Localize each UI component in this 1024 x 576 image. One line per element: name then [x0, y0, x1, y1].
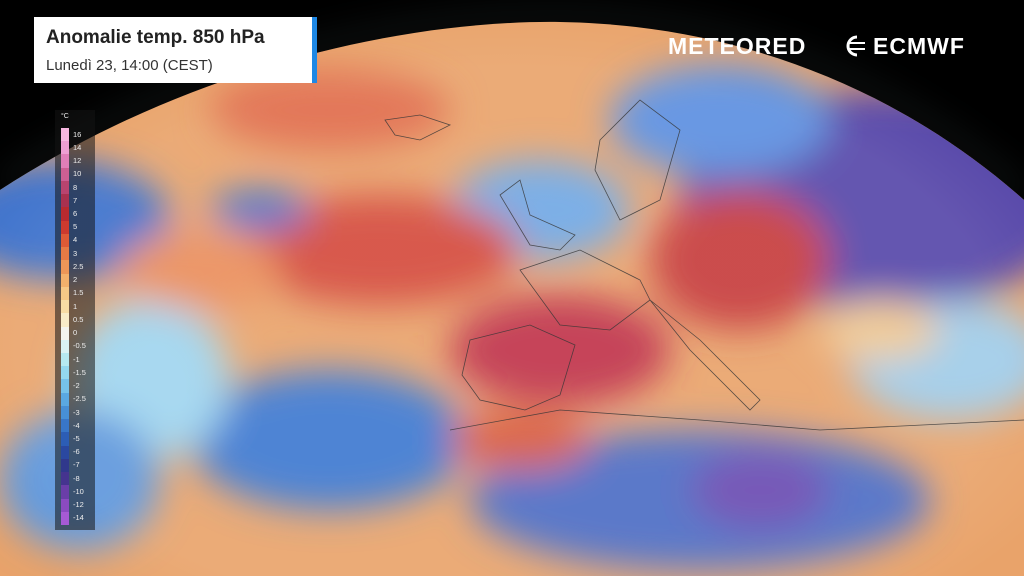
- subtitle: Lunedì 23, 14:00 (CEST): [46, 57, 213, 74]
- legend-label: 14: [73, 142, 82, 152]
- legend-swatch: [61, 260, 69, 275]
- legend-label: -14: [73, 513, 84, 523]
- legend-swatch: [61, 313, 69, 327]
- legend-swatch: [61, 273, 69, 288]
- legend-label: -1.5: [73, 367, 86, 377]
- legend-label: 1: [73, 301, 78, 311]
- legend-label: 2.5: [73, 261, 84, 271]
- legend-swatch: [61, 167, 69, 182]
- legend-swatch: [61, 485, 69, 500]
- legend-swatch: [61, 432, 69, 447]
- legend-swatch: [61, 154, 69, 169]
- legend-swatch: [61, 207, 69, 222]
- legend-swatch: [61, 220, 69, 235]
- legend-swatch: [61, 141, 69, 155]
- legend-label: -5: [73, 433, 80, 443]
- legend-swatch: [61, 194, 69, 208]
- legend-swatch: [61, 405, 69, 420]
- legend-swatch: [61, 233, 69, 248]
- legend-label: 3: [73, 248, 78, 258]
- legend-label: 16: [73, 129, 82, 139]
- legend-swatch: [61, 286, 69, 301]
- legend-label: 0: [73, 328, 78, 338]
- legend-unit: °C: [61, 113, 69, 120]
- legend-swatch: [61, 339, 69, 354]
- legend-swatch: [61, 326, 69, 341]
- legend-swatch: [61, 472, 69, 486]
- legend-label: -4: [73, 420, 80, 430]
- legend-label: 12: [73, 156, 82, 166]
- legend-label: 2: [73, 275, 78, 285]
- meteored-logo: METEORED: [668, 33, 807, 59]
- legend-swatch: [61, 247, 69, 261]
- legend-swatch: [61, 128, 69, 142]
- legend-swatch: [61, 300, 69, 314]
- legend-label: -1: [73, 354, 80, 364]
- legend-swatch: [61, 511, 69, 526]
- legend-label: -2.5: [73, 394, 86, 404]
- legend-swatch: [61, 458, 69, 473]
- legend-label: -8: [73, 473, 80, 483]
- ecmwf-logo: ECMWF: [873, 33, 965, 59]
- title: Anomalie temp. 850 hPa: [46, 27, 265, 48]
- legend-label: -7: [73, 460, 80, 470]
- legend-label: -3: [73, 407, 80, 417]
- legend-label: -2: [73, 381, 80, 391]
- ecmwf-icon: [846, 35, 865, 57]
- legend-label: 8: [73, 182, 78, 192]
- legend-swatch: [61, 419, 69, 433]
- legend-swatch: [61, 366, 69, 380]
- legend-label: 6: [73, 209, 78, 219]
- legend-swatch: [61, 445, 69, 460]
- legend-label: -10: [73, 486, 84, 496]
- legend-swatch: [61, 379, 69, 394]
- legend-label: -12: [73, 500, 84, 510]
- legend-label: -0.5: [73, 341, 86, 351]
- legend: °C 16 14 12 10 8 7 6 5 4 3 2.5 2 1.5 1 0.5 0 -0.5 -1 -1.5 -…: [55, 110, 95, 530]
- legend-swatch: [61, 498, 69, 513]
- legend-swatch: [61, 180, 69, 195]
- legend-label: 10: [73, 169, 82, 179]
- legend-swatch: [61, 392, 69, 407]
- legend-label: 5: [73, 222, 78, 232]
- legend-label: 7: [73, 195, 78, 205]
- legend-label: 0.5: [73, 314, 84, 324]
- legend-label: -6: [73, 447, 80, 457]
- legend-swatch: [61, 352, 69, 367]
- legend-label: 4: [73, 235, 78, 245]
- legend-label: 1.5: [73, 288, 84, 298]
- title-box: Anomalie temp. 850 hPa Lunedì 23, 14:00 …: [34, 17, 317, 83]
